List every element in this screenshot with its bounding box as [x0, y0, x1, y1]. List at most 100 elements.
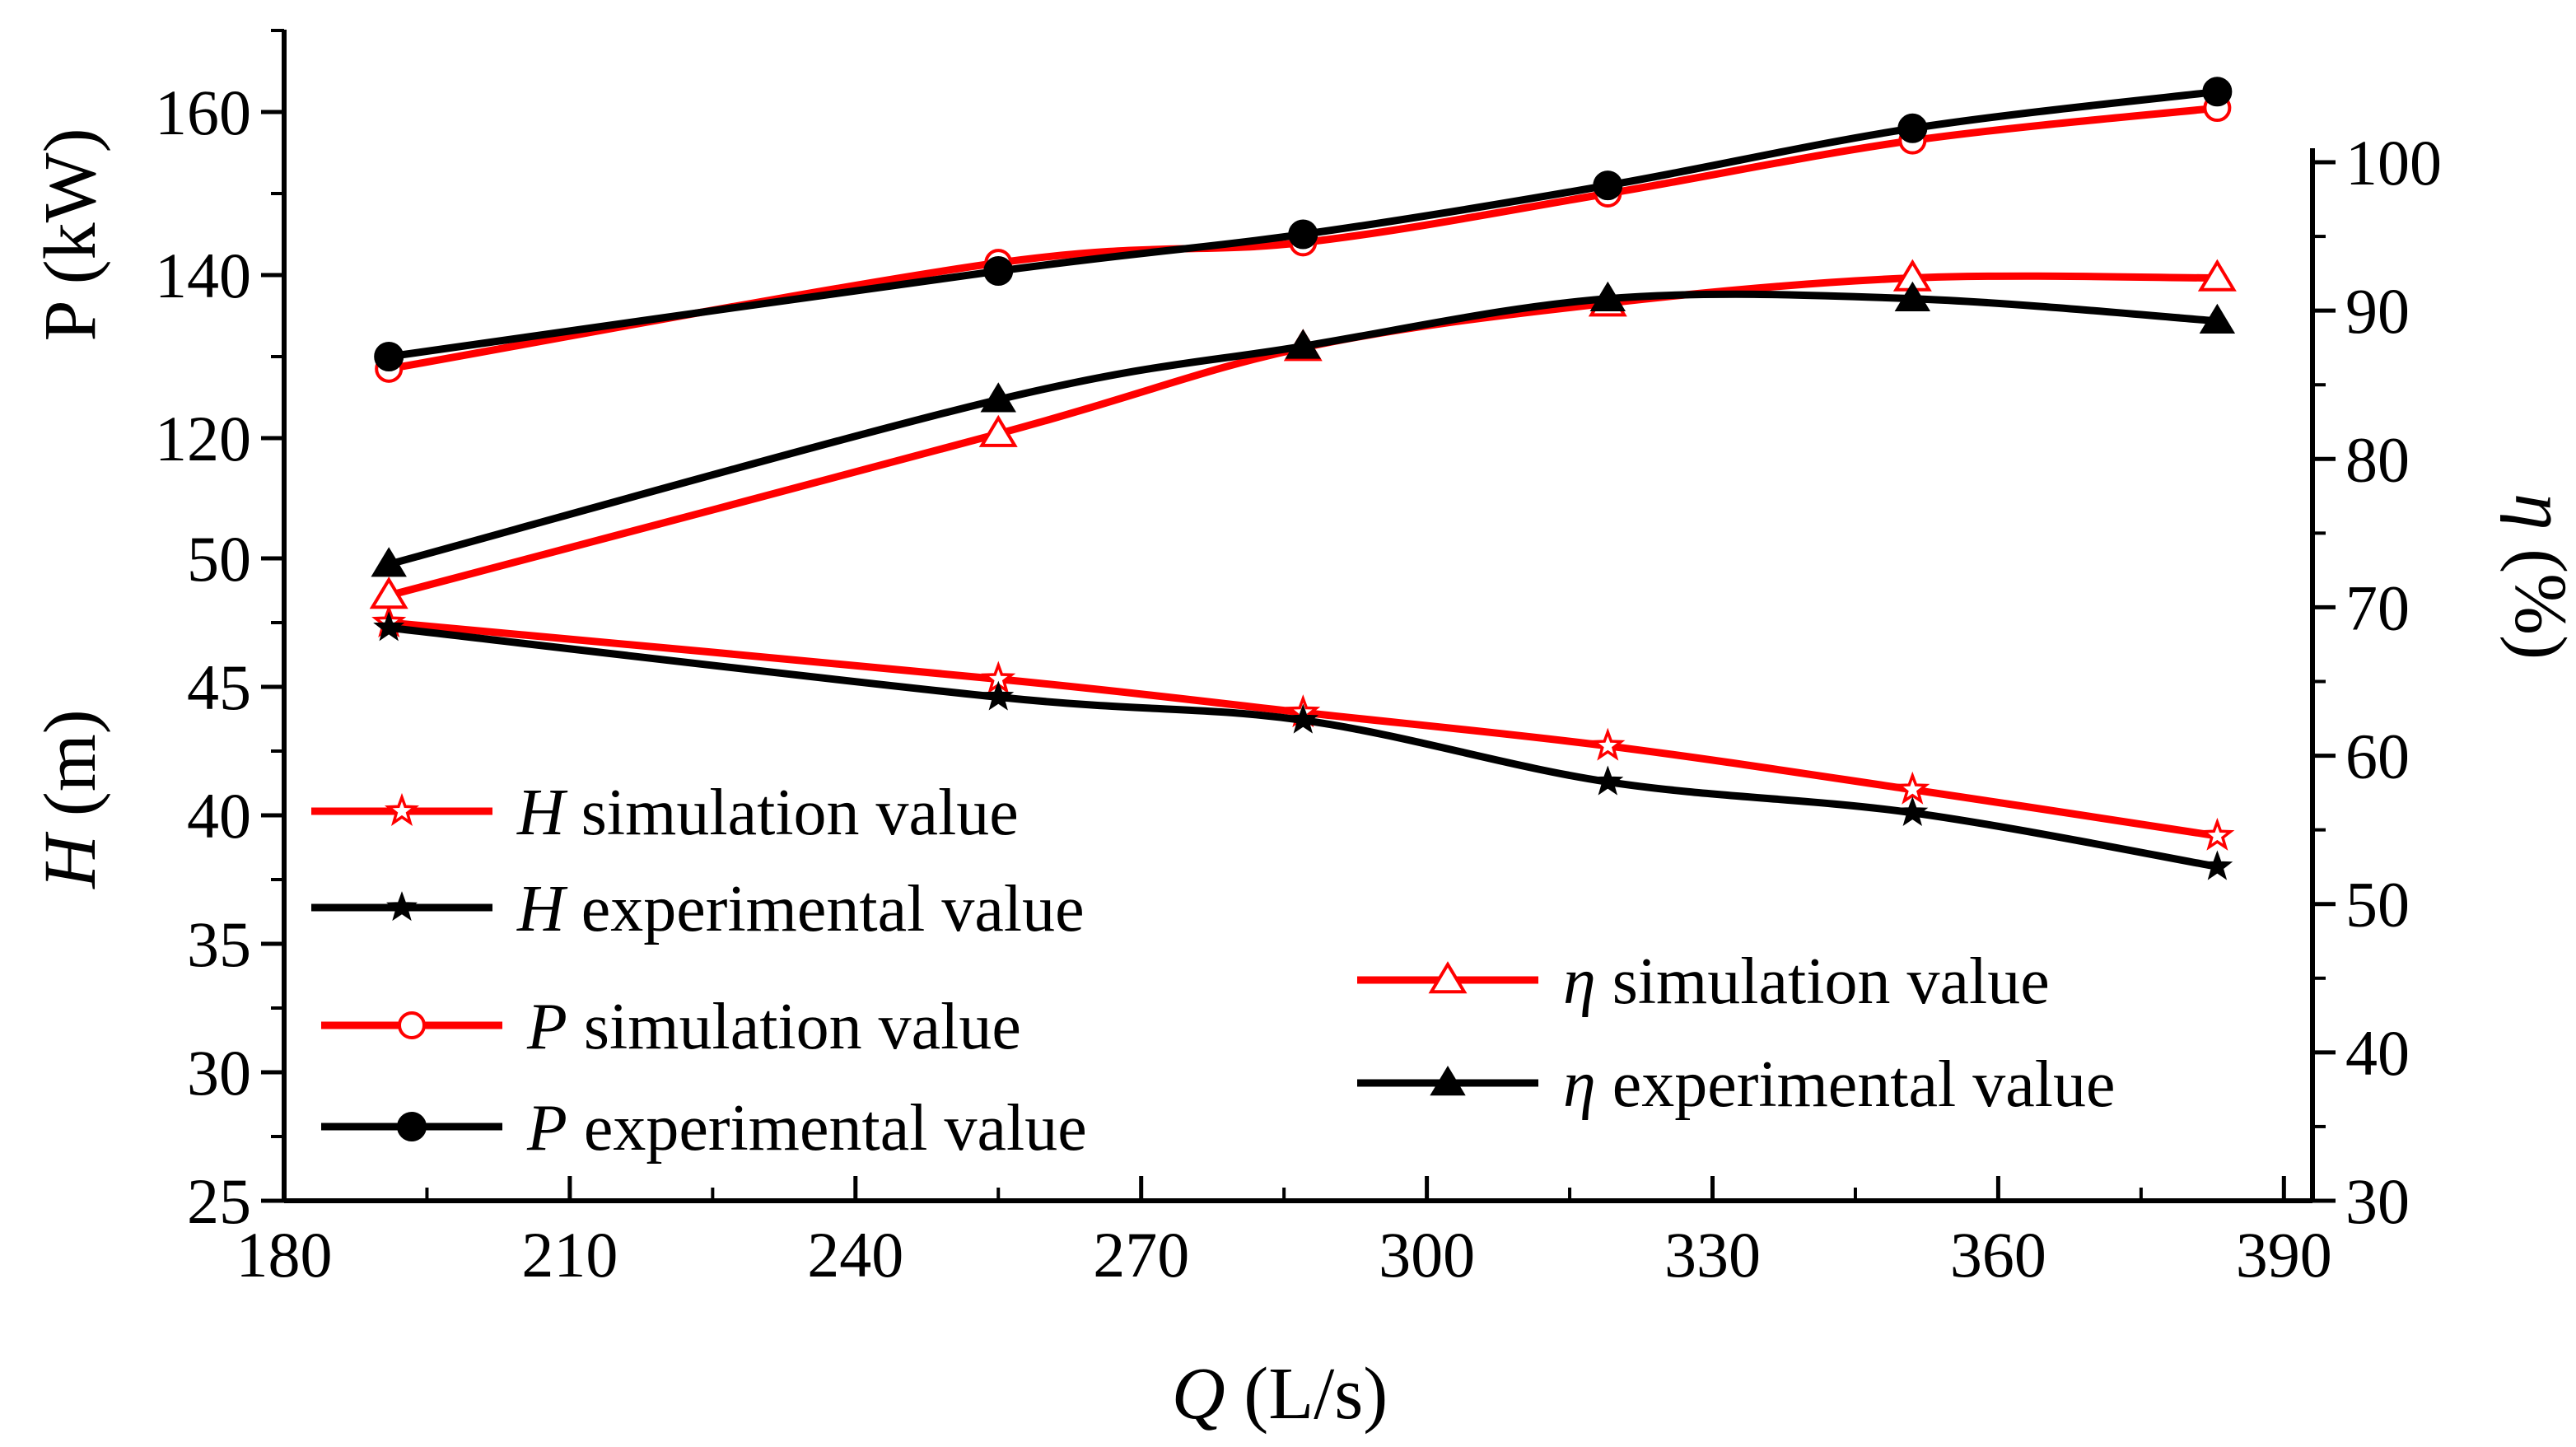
- eta-axis-title-unit: (%): [2499, 530, 2576, 660]
- legend-label-var: η: [1563, 1048, 1596, 1121]
- x-tick-label: 240: [807, 1219, 903, 1291]
- data-point-eta-experimental-value: [980, 382, 1016, 413]
- h-axis-title-var: H: [30, 831, 111, 889]
- x-tick-label: 300: [1379, 1219, 1475, 1291]
- series-line-h-simulation-value: [388, 618, 2219, 840]
- eta-tick-label: 60: [2345, 721, 2410, 792]
- p-axis-title: P (kW): [30, 128, 111, 341]
- data-point-h-simulation-value: [2200, 817, 2235, 851]
- x-tick-label: 270: [1093, 1219, 1189, 1291]
- data-point-h-simulation-value: [1895, 771, 1930, 805]
- series-eta-experimental-value: [371, 281, 2236, 577]
- legend-label: P simulation value: [526, 991, 1021, 1063]
- legend-item-eta-experimental-value: η experimental value: [1357, 1048, 2116, 1121]
- x-tick-label: 330: [1664, 1219, 1761, 1291]
- data-point-p-experimental-value: [983, 256, 1014, 287]
- p-tick-label: 160: [155, 77, 251, 148]
- h-tick-label: 40: [187, 780, 251, 852]
- legend-label-text: experimental value: [1596, 1048, 2116, 1121]
- legend-marker: [386, 891, 418, 922]
- legend-label: H simulation value: [516, 777, 1019, 849]
- legend-label-var: H: [516, 873, 568, 945]
- data-point-h-experimental-value: [2201, 850, 2233, 880]
- h-tick-label: 50: [187, 523, 251, 595]
- h-tick-label: 25: [187, 1165, 251, 1237]
- eta-tick-label: 90: [2345, 275, 2410, 347]
- data-point-h-experimental-value: [982, 680, 1015, 711]
- data-point-eta-simulation-value: [2197, 259, 2237, 292]
- eta-tick-label: 30: [2345, 1165, 2410, 1237]
- x-tick-label: 360: [1950, 1219, 2046, 1291]
- legend-marker: [397, 1112, 427, 1141]
- x-axis-title-var: Q: [1172, 1353, 1225, 1435]
- data-point-p-experimental-value: [1593, 170, 1623, 201]
- eta-tick-label: 80: [2345, 423, 2410, 495]
- data-point-eta-simulation-value: [369, 576, 408, 609]
- legend-item-h-experimental-value: H experimental value: [311, 873, 1085, 945]
- data-point-eta-experimental-value: [1589, 281, 1626, 311]
- data-point-p-experimental-value: [1897, 113, 1928, 143]
- data-point-h-experimental-value: [1592, 765, 1624, 796]
- legend-item-h-simulation-value: H simulation value: [311, 777, 1019, 849]
- h-axis-title: H (m): [30, 709, 111, 889]
- data-point-eta-experimental-value: [1285, 329, 1321, 359]
- legend-label: η experimental value: [1563, 1048, 2116, 1121]
- legend-marker: [1428, 961, 1468, 994]
- data-point-eta-experimental-value: [1894, 281, 1931, 311]
- h-tick-label: 35: [187, 908, 251, 980]
- h-tick-label: 45: [187, 651, 251, 723]
- data-point-h-experimental-value: [1897, 796, 1929, 826]
- legend-item-p-experimental-value: P experimental value: [321, 1092, 1087, 1165]
- series-line-eta-experimental-value: [388, 290, 2218, 568]
- p-tick-label: 140: [155, 240, 251, 311]
- legend-label-text: experimental value: [567, 1092, 1087, 1165]
- legend-marker: [1430, 1066, 1466, 1096]
- legend-label: H experimental value: [516, 873, 1085, 945]
- x-tick-label: 390: [2236, 1219, 2332, 1291]
- legend-label-text: simulation value: [1596, 945, 2050, 1018]
- plot-area: [369, 77, 2237, 880]
- eta-tick-label: 40: [2345, 1017, 2410, 1089]
- h-axis-title-unit: (m): [30, 709, 111, 834]
- legend-marker: [384, 792, 420, 826]
- legend-label-text: experimental value: [565, 873, 1085, 945]
- legend-label: η simulation value: [1563, 945, 2050, 1018]
- eta-tick-label: 100: [2345, 127, 2442, 198]
- data-point-p-experimental-value: [1288, 219, 1318, 250]
- legend-label-text: simulation value: [565, 777, 1019, 849]
- legend-label-var: P: [526, 991, 567, 1063]
- eta-tick-label: 50: [2345, 869, 2410, 941]
- x-tick-label: 180: [236, 1219, 333, 1291]
- h-tick-label: 30: [187, 1037, 251, 1109]
- series-line-p-experimental-value: [388, 87, 2218, 361]
- data-point-h-experimental-value: [373, 611, 405, 642]
- data-point-eta-simulation-value: [978, 414, 1018, 447]
- series-p-experimental-value: [374, 77, 2233, 371]
- axes: 180 210 240 270 300 330 360 390 120 140 160 25 30 35 4…: [155, 29, 2442, 1291]
- x-axis-title-unit: (L/s): [1225, 1353, 1388, 1435]
- series-line-eta-simulation-value: [388, 272, 2218, 600]
- eta-axis-title: η (%): [2499, 493, 2576, 660]
- legend-item-p-simulation-value: P simulation value: [321, 991, 1021, 1063]
- x-tick-label: 210: [521, 1219, 618, 1291]
- data-point-eta-experimental-value: [371, 547, 407, 577]
- data-point-h-experimental-value: [1287, 703, 1319, 734]
- p-tick-label: 120: [155, 403, 251, 474]
- legend-label-var: P: [526, 1092, 567, 1165]
- data-point-p-experimental-value: [2202, 77, 2233, 107]
- series-h-experimental-value: [373, 611, 2233, 880]
- eta-axis-title-var: η: [2499, 493, 2576, 530]
- eta-tick-label: 70: [2345, 572, 2410, 643]
- data-point-eta-experimental-value: [2199, 303, 2236, 334]
- x-axis-title: Q (L/s): [1172, 1353, 1388, 1435]
- data-point-p-experimental-value: [374, 342, 404, 371]
- series-eta-simulation-value: [369, 259, 2237, 609]
- legend-label-text: simulation value: [567, 991, 1021, 1063]
- legend-label-var: H: [516, 777, 568, 849]
- legend-label: P experimental value: [526, 1092, 1087, 1165]
- legend-item-eta-simulation-value: η simulation value: [1357, 945, 2050, 1018]
- data-point-h-simulation-value: [1590, 727, 1626, 761]
- legend-marker: [398, 1011, 426, 1039]
